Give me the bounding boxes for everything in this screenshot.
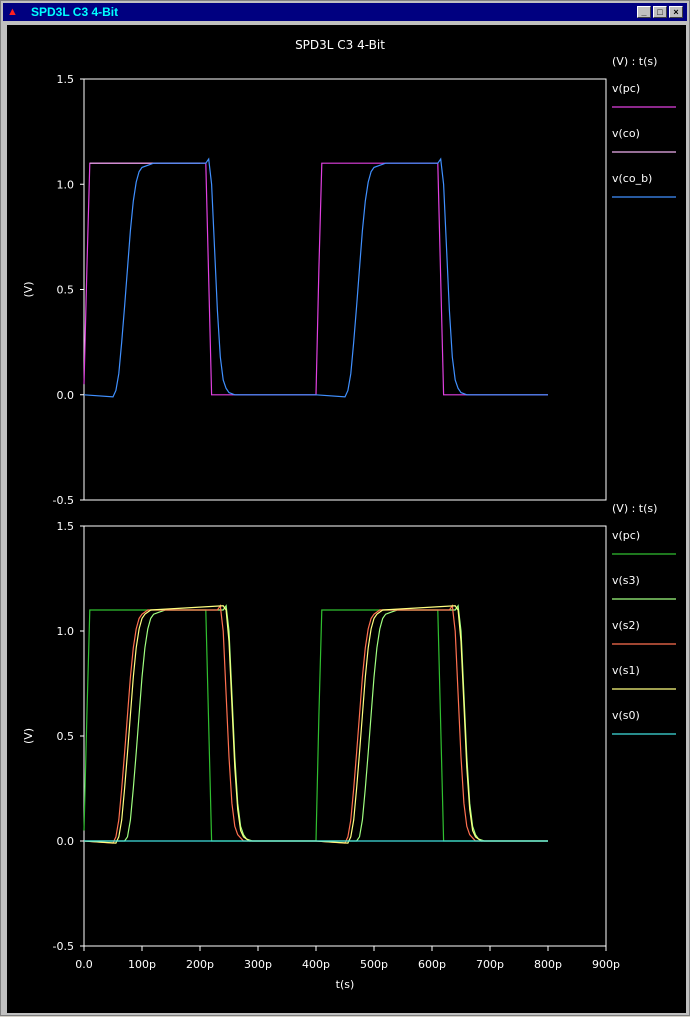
y-tick-label: 1.0 bbox=[57, 625, 75, 638]
plot-frame bbox=[83, 78, 607, 501]
y-tick-label: 0.0 bbox=[57, 389, 75, 402]
y-tick-label: 0.0 bbox=[57, 835, 75, 848]
legend-title: (V) : t(s) bbox=[612, 502, 657, 515]
y-axis-label: (V) bbox=[22, 728, 35, 744]
x-tick-label: 900p bbox=[592, 958, 620, 971]
waveform-plot: SPD3L C3 4-Bit 1.51.00.50.0-0.5(V)(V) : … bbox=[22, 38, 676, 991]
app-logo-icon: ▲ bbox=[7, 6, 18, 18]
x-tick-label: 800p bbox=[534, 958, 562, 971]
series-line-v-pc bbox=[83, 162, 548, 396]
legend-label: v(s1) bbox=[612, 664, 640, 677]
plot-frame bbox=[83, 525, 607, 947]
series-line-v-pc bbox=[83, 609, 548, 842]
x-axis-label: t(s) bbox=[336, 978, 355, 991]
figure-title: SPD3L C3 4-Bit bbox=[295, 38, 385, 52]
y-tick-label: -0.5 bbox=[53, 494, 74, 507]
series-line-v-s3 bbox=[84, 604, 548, 842]
legend-label: v(s3) bbox=[612, 574, 640, 587]
close-button[interactable]: × bbox=[669, 6, 683, 18]
y-tick-label: 0.5 bbox=[57, 284, 75, 297]
series-line-v-s2 bbox=[83, 604, 548, 844]
x-tick-label: 700p bbox=[476, 958, 504, 971]
legend-label: v(pc) bbox=[612, 529, 640, 542]
chart-panel-1: 1.5 1.0 0.5 0.0 -0.5 (V) (V) : t(s) v(pc) v(co) v… bbox=[22, 55, 676, 507]
x-tick-label: 600p bbox=[418, 958, 446, 971]
series-line-v-s1 bbox=[83, 605, 548, 844]
y-tick-label: 0.5 bbox=[57, 730, 75, 743]
legend-label: v(s0) bbox=[612, 709, 640, 722]
legend-title: (V) : t(s) bbox=[612, 55, 657, 68]
legend-label: v(co) bbox=[612, 127, 640, 140]
y-axis-label: (V) bbox=[22, 281, 35, 297]
maximize-button[interactable]: □ bbox=[653, 6, 667, 18]
legend-label: v(s2) bbox=[612, 619, 640, 632]
y-tick-label: 1.5 bbox=[57, 520, 75, 533]
minimize-button[interactable]: _ bbox=[637, 6, 651, 18]
legend-label: v(co_b) bbox=[612, 172, 652, 185]
y-tick-label: 1.0 bbox=[57, 178, 75, 191]
x-tick-label: 500p bbox=[360, 958, 388, 971]
window-title: SPD3L C3 4-Bit bbox=[31, 5, 119, 19]
y-tick-label: -0.5 bbox=[53, 940, 74, 953]
waveform-viewer: SPD3L C3 4-Bit 1.5 1.0 0.5 0.0 -0.5 (V) (V) : … bbox=[7, 25, 686, 1013]
title-bar[interactable]: ▲ SPD3L C3 4-Bit _ □ × bbox=[3, 3, 687, 21]
x-tick-label: 400p bbox=[302, 958, 330, 971]
series-line-v-co-b bbox=[83, 157, 548, 398]
chart-panel-2: 1.51.00.50.0-0.5(V)0.0 100p 200p 300p 400p 50… bbox=[22, 502, 676, 991]
x-tick-label: 200p bbox=[186, 958, 214, 971]
x-tick-label: 300p bbox=[244, 958, 272, 971]
y-tick-label: 1.5 bbox=[57, 73, 75, 86]
x-tick-label: 100p bbox=[128, 958, 156, 971]
x-tick-label: 0.0 bbox=[75, 958, 93, 971]
legend-label: v(pc) bbox=[612, 82, 640, 95]
